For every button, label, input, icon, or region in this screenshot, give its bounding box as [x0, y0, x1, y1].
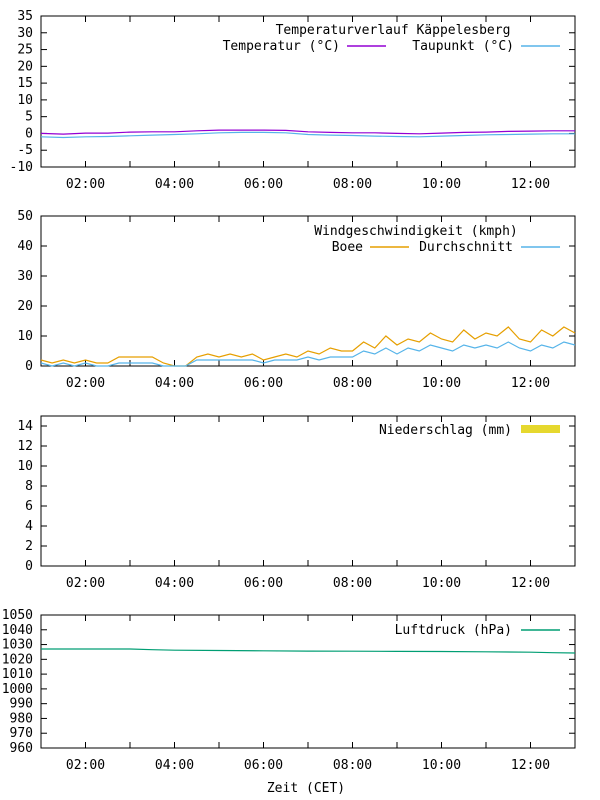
pressure-y-tick-label: 970 — [10, 726, 33, 741]
temperature-y-tick-label: 25 — [17, 43, 33, 58]
wind-x-tick-label: 12:00 — [511, 376, 550, 391]
wind-series-gust-line — [40, 326, 576, 367]
pressure-series-pressure-line — [41, 648, 576, 654]
wind-x-tick-label: 08:00 — [333, 376, 372, 391]
precipitation-y-tick-label: 4 — [25, 519, 33, 534]
temperature-series-temperature-line — [40, 129, 575, 135]
temperature-x-tick-label: 08:00 — [333, 177, 372, 192]
pressure-x-tick-label: 10:00 — [422, 758, 461, 773]
legend-temperature-label: Temperatur (°C) — [223, 39, 340, 54]
precipitation-x-tick-label: 08:00 — [333, 576, 372, 591]
pressure-y-tick-label: 1050 — [2, 608, 33, 623]
pressure-y-tick-label: 1000 — [2, 682, 33, 697]
wind-y-tick-label: 0 — [25, 359, 33, 374]
precipitation-x-tick-label: 12:00 — [511, 576, 550, 591]
pressure-x-tick-label: 08:00 — [333, 758, 372, 773]
pressure-y-tick-label: 960 — [10, 741, 33, 756]
x-axis-label: Zeit (CET) — [267, 781, 345, 796]
wind-series-avg-wind-line — [40, 341, 576, 367]
temperature-series-dewpoint-line — [40, 131, 575, 139]
legend-avg-wind-label: Durchschnitt — [419, 240, 513, 255]
precipitation-plot-frame — [40, 415, 576, 567]
temperature-x-tick-label: 02:00 — [66, 177, 105, 192]
pressure-y-tick-label: 1040 — [2, 623, 33, 638]
precipitation-x-tick-label: 04:00 — [155, 576, 194, 591]
temperature-x-tick-label: 06:00 — [244, 177, 283, 192]
precipitation-x-tick-label: 06:00 — [244, 576, 283, 591]
temperature-y-tick-label: 30 — [17, 26, 33, 41]
legend-pressure-label: Luftdruck (hPa) — [395, 623, 512, 638]
legend-precip-swatch — [521, 425, 560, 433]
temperature-y-tick-label: 10 — [17, 93, 33, 108]
precipitation-x-tick-label: 10:00 — [422, 576, 461, 591]
pressure-x-tick-label: 04:00 — [155, 758, 194, 773]
precipitation-y-tick-label: 0 — [25, 559, 33, 574]
wind-x-tick-label: 04:00 — [155, 376, 194, 391]
temperature-chart-title: Temperaturverlauf Käppelesberg — [276, 23, 511, 38]
temperature-y-tick-label: 15 — [17, 76, 33, 91]
wind-chart: 0 10 20 30 40 50 02:00 04:00 06:00 08:00 10:00 12:0… — [17, 209, 576, 391]
temperature-x-tick-label: 10:00 — [422, 177, 461, 192]
wind-chart-title: Windgeschwindigkeit (kmph) — [314, 224, 518, 239]
pressure-x-tick-label: 06:00 — [244, 758, 283, 773]
wind-x-tick-label: 10:00 — [422, 376, 461, 391]
wind-y-tick-label: 50 — [17, 209, 33, 224]
wind-y-tick-label: 10 — [17, 329, 33, 344]
wind-x-tick-label: 02:00 — [66, 376, 105, 391]
temperature-x-tick-label: 04:00 — [155, 177, 194, 192]
temperature-y-tick-label: 0 — [25, 126, 33, 141]
precipitation-chart: 0 2 4 6 8 10 12 14 02:00 04:00 06:00 08:00 10:00 12:0… — [17, 415, 576, 591]
wind-y-tick-label: 30 — [17, 269, 33, 284]
temperature-y-tick-label: 5 — [25, 110, 33, 125]
temperature-y-tick-label: 35 — [17, 9, 33, 24]
precipitation-y-tick-label: 8 — [25, 479, 33, 494]
precipitation-y-tick-label: 6 — [25, 499, 33, 514]
pressure-y-tick-label: 1030 — [2, 638, 33, 653]
pressure-y-tick-label: 990 — [10, 697, 33, 712]
temperature-x-tick-label: 12:00 — [511, 177, 550, 192]
pressure-x-tick-label: 02:00 — [66, 758, 105, 773]
pressure-y-tick-label: 1010 — [2, 667, 33, 682]
pressure-x-tick-label: 12:00 — [511, 758, 550, 773]
precipitation-y-tick-label: 12 — [17, 439, 33, 454]
temperature-y-tick-label: -10 — [10, 160, 33, 175]
temperature-y-tick-label: 20 — [17, 59, 33, 74]
precipitation-y-tick-label: 14 — [17, 419, 33, 434]
temperature-y-tick-label: -5 — [17, 143, 33, 158]
precipitation-y-tick-label: 10 — [17, 459, 33, 474]
legend-gust-label: Boee — [332, 240, 363, 255]
pressure-y-tick-label: 980 — [10, 711, 33, 726]
precipitation-x-tick-label: 02:00 — [66, 576, 105, 591]
precipitation-y-tick-label: 2 — [25, 539, 33, 554]
legend-dewpoint-label: Taupunkt (°C) — [412, 39, 514, 54]
wind-y-tick-label: 40 — [17, 239, 33, 254]
wind-y-tick-label: 20 — [17, 299, 33, 314]
wind-x-tick-label: 06:00 — [244, 376, 283, 391]
legend-precip-label: Niederschlag (mm) — [379, 423, 512, 438]
pressure-y-tick-label: 1020 — [2, 652, 33, 667]
